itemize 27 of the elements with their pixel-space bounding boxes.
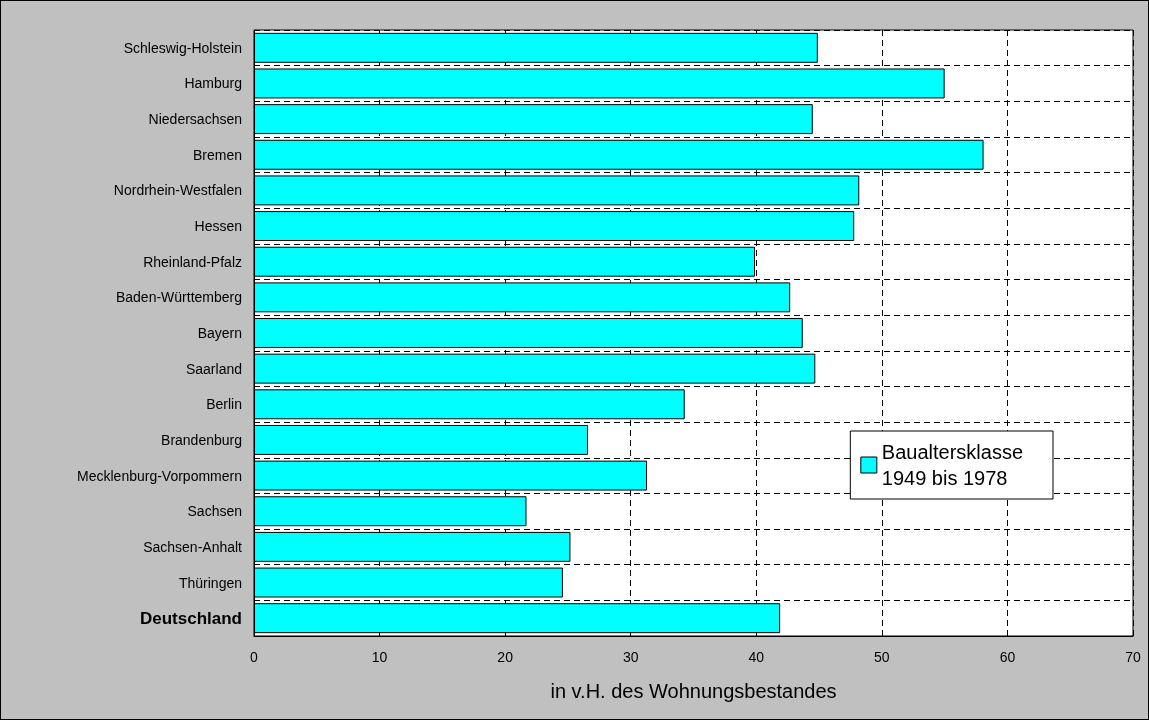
y-tick-label: Nordrhein-Westfalen [113,182,242,199]
y-tick-label: Baden-Württemberg [115,289,242,306]
x-tick-label: 70 [1125,649,1141,665]
y-tick-label: Sachsen [187,503,242,520]
y-tick-label: Niedersachsen [148,111,242,128]
y-tick-label: Mecklenburg-Vorpommern [77,467,242,484]
y-tick-label: Hamburg [184,75,242,92]
y-tick-label: Saarland [185,360,242,377]
x-tick-label: 60 [999,649,1016,665]
y-tick-label: Bayern [197,325,242,341]
y-tick-label: Schleswig-Holstein [123,39,242,56]
x-tick-label: 40 [748,649,765,665]
x-tick-label: 20 [497,649,514,665]
x-tick-label: 10 [371,649,388,665]
y-tick-label: Hessen [194,218,242,235]
y-tick-label: Bremen [192,146,242,163]
y-tick-label: Brandenburg [161,431,242,448]
y-tick-label: Sachsen-Anhalt [143,538,243,555]
x-axis-title: in v.H. des Wohnungsbestandes [550,680,837,702]
y-tick-label: Rheinland-Pfalz [143,253,242,270]
x-tick-label: 30 [622,649,639,665]
y-tick-label: Deutschland [139,608,242,628]
legend-label: Baualtersklasse 1949 bis 1978 [881,441,1024,489]
x-tick-label: 0 [250,649,259,665]
x-tick-label: 50 [874,649,890,665]
y-tick-label: Berlin [206,396,242,413]
y-tick-label: Thüringen [178,574,242,591]
